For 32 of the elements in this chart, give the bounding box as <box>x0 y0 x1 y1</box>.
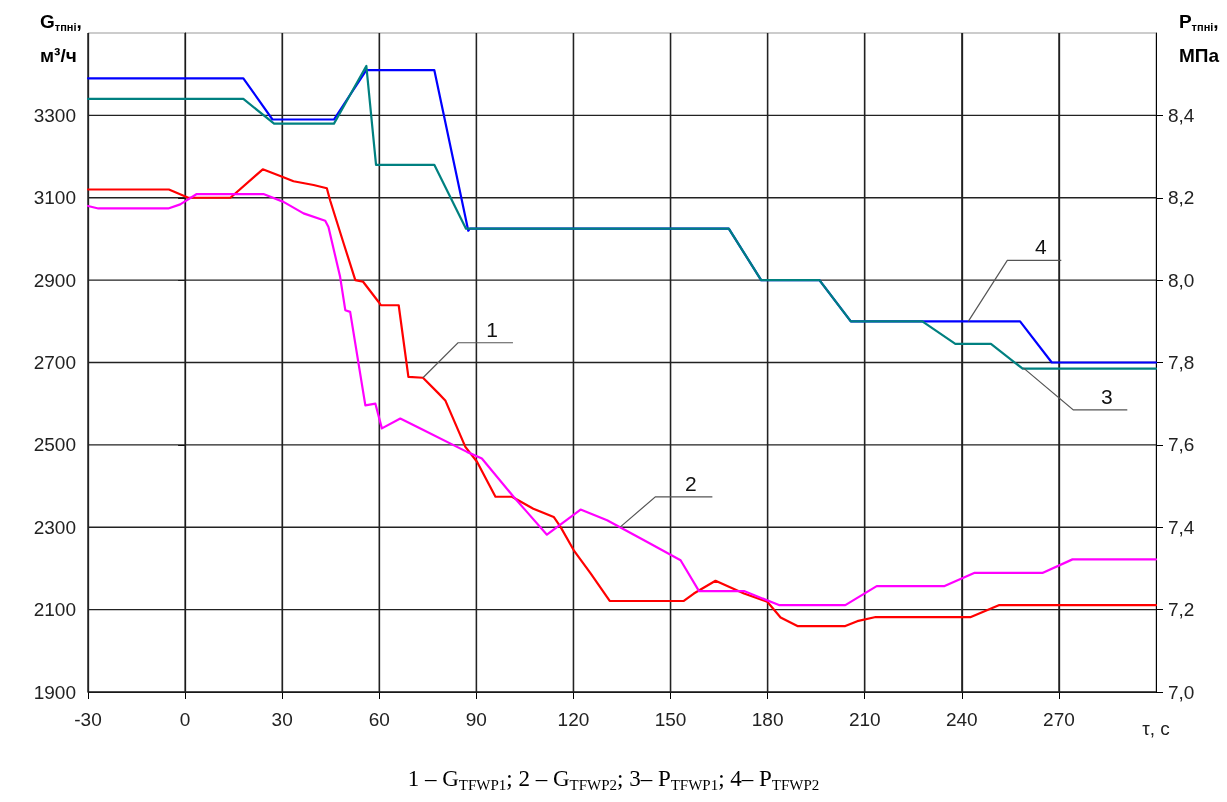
x-tick-label: 90 <box>465 709 487 730</box>
y2-tick-label: 7,4 <box>1168 516 1195 538</box>
x-tick-label: 30 <box>271 709 293 730</box>
annotation: 3 <box>1100 384 1113 408</box>
x-axis-title: τ, с <box>1142 717 1170 739</box>
y2-tick-label: 8,0 <box>1168 269 1195 291</box>
annotation: 4 <box>1034 235 1047 259</box>
y-tick-label: 2300 <box>33 516 76 538</box>
x-tick-label: 120 <box>557 709 590 730</box>
x-tick-label: 270 <box>1043 709 1075 730</box>
y-tick-label: 3100 <box>33 187 76 209</box>
y-tick-label: 1900 <box>33 681 76 703</box>
annotation: 1 <box>486 317 498 341</box>
x-tick-label: 150 <box>654 709 687 730</box>
annotation: 2 <box>684 471 697 495</box>
x-tick-label: 180 <box>751 709 784 730</box>
y-tick-label: 2100 <box>33 599 76 621</box>
y-tick-label: 2900 <box>33 269 76 291</box>
y2-tick-label: 7,0 <box>1168 681 1195 703</box>
y2-tick-label: 8,2 <box>1168 187 1195 209</box>
x-tick-label: -30 <box>74 709 102 730</box>
y2-tick-label: 8,4 <box>1168 104 1195 126</box>
y2-tick-label: 7,6 <box>1168 434 1195 456</box>
x-tick-label: 210 <box>848 709 881 730</box>
x-tick-label: 0 <box>179 709 191 730</box>
y-tick-label: 2700 <box>33 352 76 373</box>
x-tick-label: 240 <box>945 709 978 730</box>
y2-tick-label: 7,2 <box>1168 599 1195 621</box>
y2-tick-label: 7,8 <box>1168 352 1195 373</box>
y-tick-label: 2500 <box>33 434 76 456</box>
x-tick-label: 60 <box>368 709 390 730</box>
y-tick-label: 3300 <box>33 104 76 126</box>
